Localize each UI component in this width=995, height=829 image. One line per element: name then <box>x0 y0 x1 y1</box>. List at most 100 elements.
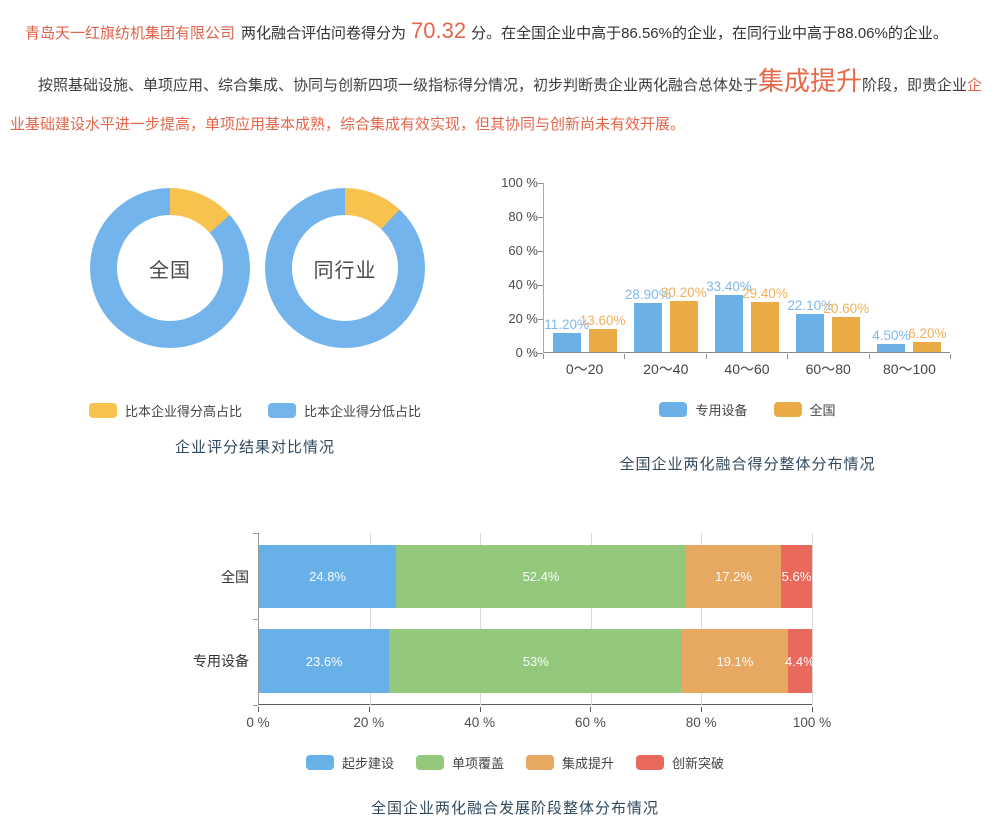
y-axis-tick <box>538 183 543 184</box>
bar-group: 11.20% 13.60% 0～20 <box>544 183 626 377</box>
legend-swatch <box>773 402 802 417</box>
donut-hole: 全国 <box>117 215 223 321</box>
stacked-plot-area: 24.8% 52.4% 17.2% 5.6% 全国 23.6% 53% 19.1% 4.4% 专用… <box>193 533 815 705</box>
bar-chart-legend: 专用设备 全国 <box>500 400 995 419</box>
bar <box>552 333 581 352</box>
stage-name: 集成提升 <box>758 66 863 96</box>
y-tick-label: 20 % <box>508 311 538 326</box>
bar-column: 4.50% <box>872 328 911 352</box>
donut-center-label: 同行业 <box>313 259 377 282</box>
stacked-bar-row: 24.8% 52.4% 17.2% 5.6% 全国 <box>221 545 812 608</box>
donut-hole: 同行业 <box>292 215 398 321</box>
bar-plot-area: 11.20% 13.60% 0～20 28.90% 30.20% 20～40 33.40% 2… <box>543 183 950 378</box>
score-comparison: 分。在全国企业中高于86.56%的企业，在同行业中高于88.06%的企业。 <box>471 25 948 42</box>
y-tick-label: 80 % <box>508 209 538 224</box>
x-axis-tick <box>368 707 370 712</box>
x-axis-tick <box>787 354 789 359</box>
donut-comparison-chart: 全国 同行业 比本企业得分高占比 比本企业得分低占比 企业评分结果对比情况 <box>60 160 450 460</box>
bar-chart-title: 全国企业两化融合得分整体分布情况 <box>619 456 876 473</box>
bar <box>913 341 942 352</box>
y-tick-label: 60 % <box>508 243 538 258</box>
bar <box>796 314 825 352</box>
legend-label: 单项覆盖 <box>451 756 504 771</box>
category-label: 40～60 <box>724 361 770 377</box>
x-axis-tick <box>701 707 703 712</box>
stacked-bar-row: 23.6% 53% 19.1% 4.4% 专用设备 <box>193 629 815 693</box>
legend-item: 比本企业得分高占比 <box>88 401 242 420</box>
bar <box>832 317 861 352</box>
legend-label: 集成提升 <box>562 756 615 771</box>
y-axis-tick <box>253 533 258 534</box>
bar <box>669 300 698 352</box>
bar-column: 22.10% <box>787 298 833 352</box>
x-tick-label: 80 % <box>685 715 717 730</box>
bar-column: 30.20% <box>661 285 707 352</box>
x-axis-tick <box>590 707 592 712</box>
legend-label: 比本企业得分高占比 <box>124 404 242 419</box>
stacked-segment: 52.4% <box>396 545 686 608</box>
score-value: 70.32 <box>411 18 467 43</box>
company-name: 青岛天一红旗纺机集团有限公司 <box>25 25 236 42</box>
gridline <box>590 533 592 705</box>
legend-item: 集成提升 <box>526 753 614 772</box>
bar-value-label: 13.60% <box>579 312 626 328</box>
bar-value-label: 28.90% <box>624 286 671 302</box>
stage-distribution-chart: 24.8% 52.4% 17.2% 5.6% 全国 23.6% 53% 19.1% 4.4% 专用… <box>170 525 860 825</box>
x-axis-tick <box>624 354 626 359</box>
bar-column: 20.60% <box>823 301 869 352</box>
bar-value-label: 11.20% <box>544 317 589 332</box>
score-label: 两化融合评估问卷得分为 <box>241 25 407 42</box>
legend-swatch <box>526 755 554 770</box>
category-label: 20～40 <box>643 361 689 377</box>
legend-label: 比本企业得分低占比 <box>304 404 422 419</box>
legend-item: 比本企业得分低占比 <box>268 401 421 420</box>
bar-value-label: 29.40% <box>742 286 788 301</box>
x-axis-tick <box>543 354 544 359</box>
y-tick-label: 0 % <box>515 345 538 360</box>
assessment-middle: 阶段，即贵企业 <box>862 77 968 94</box>
gridline <box>812 533 813 705</box>
x-axis-tick <box>258 707 259 712</box>
legend-label: 创新突破 <box>672 756 725 771</box>
stacked-segment: 23.6% <box>259 629 390 693</box>
y-axis-tick <box>538 217 543 218</box>
bar-group: 22.10% 20.60% 60～80 <box>787 183 869 377</box>
score-summary: 青岛天一红旗纺机集团有限公司 两化融合评估问卷得分为 70.32 分。在全国企业中高于… <box>25 16 985 49</box>
assessment-highlight: 企业基础建设水平进一步提高，单项应用基本成熟，综合集成有效实现，但其协同与创新尚… <box>10 77 983 133</box>
stacked-segment: 17.2% <box>685 545 782 608</box>
legend-swatch <box>659 402 688 417</box>
donut-industry: 同行业 <box>265 188 425 348</box>
stacked-chart-legend: 起步建设 单项覆盖 集成提升 创新突破 <box>170 753 860 772</box>
x-axis-tick <box>705 354 707 359</box>
x-tick-label: 100 % <box>792 715 832 730</box>
legend-label: 专用设备 <box>695 403 748 418</box>
bar-column: 6.20% <box>908 326 947 352</box>
x-axis-tick <box>479 707 481 712</box>
category-label: 60～80 <box>805 361 851 377</box>
x-tick-label: 0 % <box>246 715 270 730</box>
x-tick-label: 20 % <box>353 715 385 730</box>
bar-value-label: 22.10% <box>787 298 834 314</box>
stage-assessment: 按照基础设施、单项应用、综合集成、协同与创新四项一级指标得分情况，初步判断贵企业… <box>10 62 985 144</box>
row-label: 全国 <box>221 568 249 585</box>
bar-group: 4.50% 6.20% 80～100 <box>869 183 950 378</box>
bar <box>588 328 617 352</box>
x-axis-tick <box>950 354 951 359</box>
legend-label: 全国 <box>809 403 836 418</box>
x-tick-label: 60 % <box>575 715 606 730</box>
stacked-segment: 19.1% <box>682 629 788 693</box>
legend-swatch <box>305 755 334 770</box>
category-label: 80～100 <box>882 361 936 377</box>
bar-column: 13.60% <box>580 313 626 352</box>
score-distribution-chart: 11.20% 13.60% 0～20 28.90% 30.20% 20～40 33.40% 2… <box>500 170 995 480</box>
bar-column: 33.40% <box>706 279 752 352</box>
y-axis-tick <box>538 319 543 320</box>
bar-group: 33.40% 29.40% 40～60 <box>706 183 788 377</box>
bar-column: 28.90% <box>625 287 671 352</box>
bar-column: 11.20% <box>544 317 589 352</box>
bar <box>715 295 743 352</box>
bar-value-label: 4.50% <box>872 328 911 344</box>
gridline <box>369 533 371 705</box>
legend-item: 单项覆盖 <box>415 753 504 772</box>
donut-center-label: 全国 <box>149 259 191 282</box>
